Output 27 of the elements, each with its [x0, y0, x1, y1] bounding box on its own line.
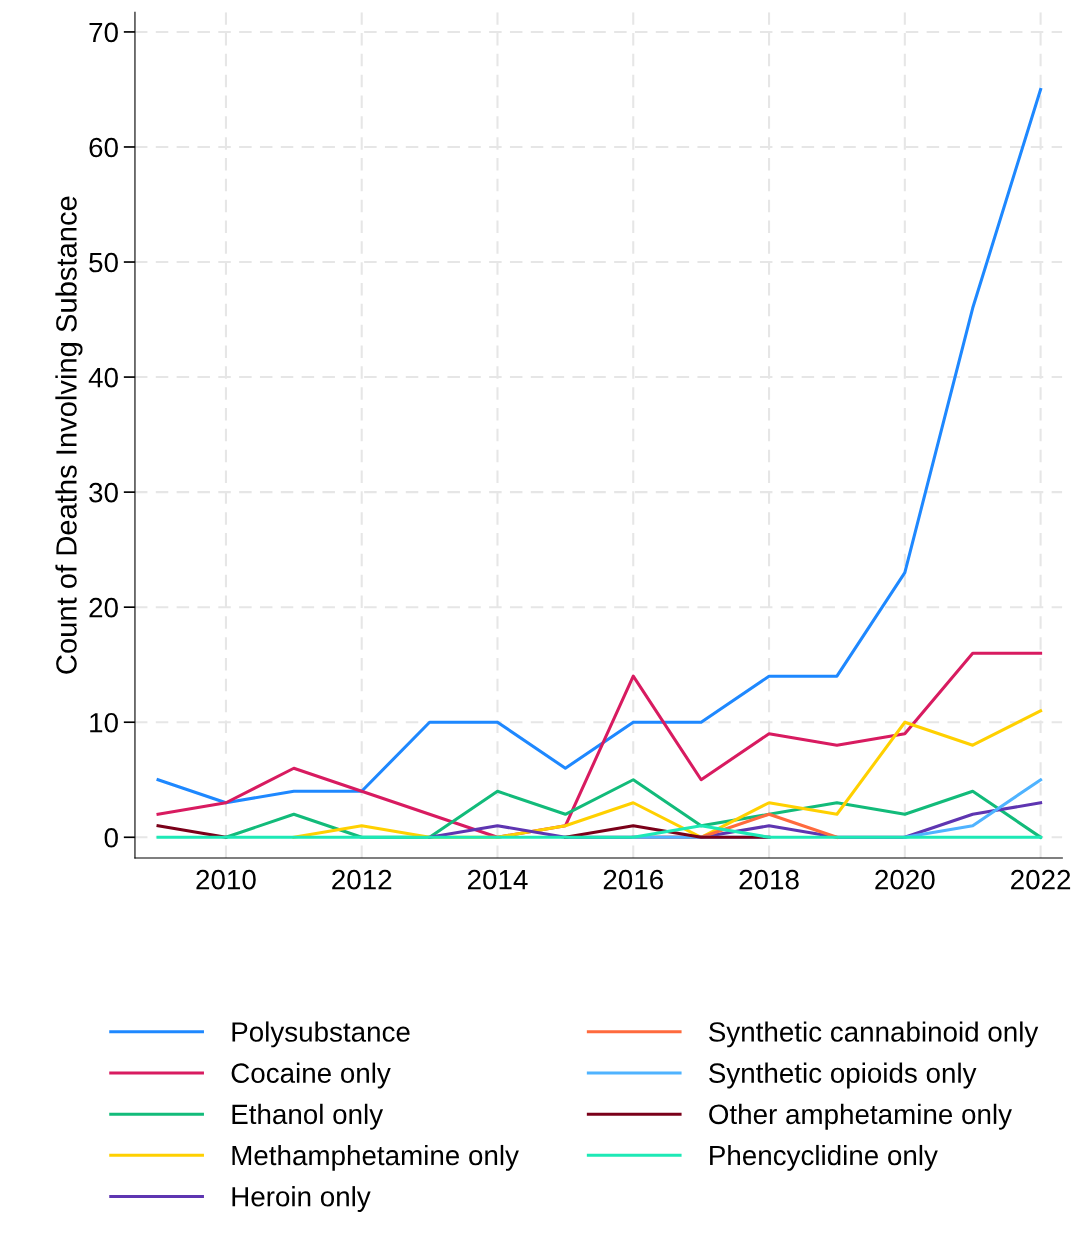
legend-label: Phencyclidine only [710, 1144, 938, 1171]
legend-label: Synthetic opioids only [709, 1062, 977, 1089]
x-tick-label: 2016 [603, 869, 663, 890]
line-series [156, 87, 1043, 805]
y-tick-label: 40 [88, 367, 118, 388]
legend-label: Heroin only [232, 1186, 371, 1212]
y-axis-title: Count of Deaths Involving Substance [55, 196, 83, 674]
y-tick-label: 30 [89, 482, 118, 503]
legend-label: Ethanol only [232, 1103, 384, 1130]
legend-label: Cocaine only [231, 1062, 391, 1089]
legend-label: Polysubstance [232, 1021, 410, 1048]
legend-label: Other amphetamine only [709, 1103, 1012, 1130]
x-tick-label: 2018 [739, 869, 799, 890]
x-tick-label: 2020 [875, 869, 935, 890]
y-tick-label: 70 [89, 22, 118, 43]
legend-label: Methamphetamine only [232, 1144, 519, 1171]
y-tick-label: 20 [89, 597, 118, 618]
x-tick-label: 2010 [196, 869, 256, 890]
x-tick-label: 2022 [1011, 869, 1071, 890]
x-tick-label: 2012 [332, 869, 392, 890]
legend-label: Synthetic cannabinoid only [709, 1021, 1039, 1048]
x-tick-label: 2014 [467, 869, 528, 890]
y-tick-label: 0 [104, 827, 118, 848]
y-tick-label: 60 [89, 137, 118, 158]
y-tick-label: 50 [89, 252, 118, 273]
line-series [156, 651, 1043, 839]
y-tick-label: 10 [90, 712, 118, 733]
